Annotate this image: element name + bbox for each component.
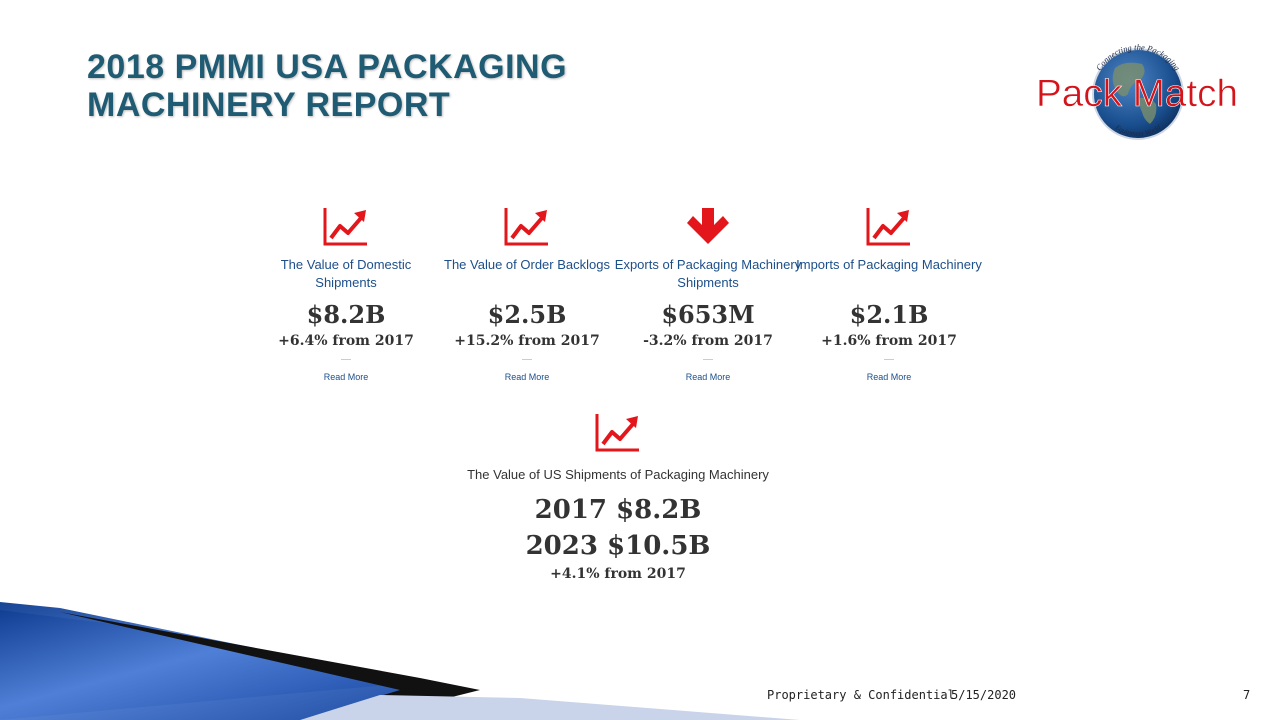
divider: [703, 359, 713, 360]
trend-up-icon: [323, 208, 367, 246]
stat-change: +6.4% from 2017: [278, 333, 414, 349]
stat-change: +15.2% from 2017: [454, 333, 600, 349]
read-more-link[interactable]: Read More: [323, 372, 369, 382]
stat-label: Exports of Packaging Machinery Shipments: [614, 257, 802, 290]
divider: [341, 359, 351, 360]
read-more-link[interactable]: Read More: [685, 372, 731, 382]
trend-up-icon: [595, 414, 639, 452]
arrow-down-icon: [687, 208, 729, 244]
summary-change: +4.1% from 2017: [550, 566, 686, 582]
summary-2017-value: 2017 $8.2B: [534, 495, 702, 525]
stat-label: The Value of Order Backlogs: [444, 257, 610, 272]
slide-title-line1: 2018 PMMI USA PACKAGING: [87, 48, 568, 86]
read-more-link[interactable]: Read More: [504, 372, 550, 382]
stat-domestic-shipments: The Value of Domestic Shipments $8.2B +6…: [251, 206, 441, 385]
stat-exports: Exports of Packaging Machinery Shipments…: [613, 206, 803, 385]
slide-title: 2018 PMMI USA PACKAGING MACHINERY REPORT: [87, 48, 567, 124]
read-more-link[interactable]: Read More: [866, 372, 912, 382]
us-shipments-summary: The Value of US Shipments of Packaging M…: [440, 412, 796, 584]
trend-up-icon: [866, 208, 910, 246]
divider: [884, 359, 894, 360]
stat-label: The Value of Domestic Shipments: [280, 257, 412, 290]
packmatch-logo: Connecting the Packaging Equipment World…: [1030, 38, 1245, 150]
stat-value: $8.2B: [306, 300, 386, 329]
summary-label: The Value of US Shipments of Packaging M…: [467, 467, 769, 482]
logo-wordmark: Pack Match: [1036, 73, 1238, 115]
stat-change: +1.6% from 2017: [821, 333, 957, 349]
stat-change: -3.2% from 2017: [643, 333, 773, 349]
stat-value: $2.5B: [487, 300, 567, 329]
trend-up-icon: [504, 208, 548, 246]
footer-date: 5/15/2020: [951, 688, 1017, 702]
footer-confidential: Proprietary & Confidential: [767, 688, 955, 702]
stat-label: Imports of Packaging Machinery: [796, 257, 982, 272]
slide-title-line2: MACHINERY REPORT: [87, 86, 451, 124]
corner-swoosh-decoration: [0, 602, 800, 720]
divider: [522, 359, 532, 360]
stat-value: $653M: [661, 300, 755, 329]
stat-value: $2.1B: [849, 300, 929, 329]
summary-2023-value: 2023 $10.5B: [525, 531, 711, 561]
stat-order-backlogs: The Value of Order Backlogs $2.5B +15.2%…: [432, 206, 622, 385]
footer-page-number: 7: [1243, 688, 1251, 702]
stat-imports: Imports of Packaging Machinery $2.1B +1.…: [794, 206, 984, 385]
